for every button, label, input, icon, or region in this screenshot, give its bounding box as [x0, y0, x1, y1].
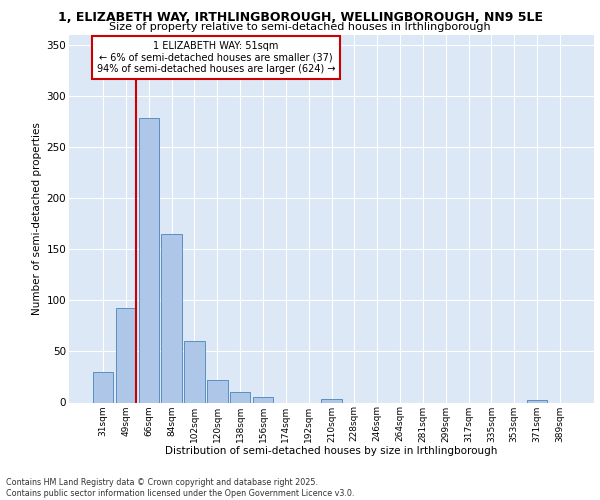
Bar [527, 400, 547, 402]
Bar [139, 118, 159, 403]
Text: 1 ELIZABETH WAY: 51sqm
← 6% of semi-detached houses are smaller (37)
94% of semi: 1 ELIZABETH WAY: 51sqm ← 6% of semi-deta… [97, 40, 335, 74]
X-axis label: Distribution of semi-detached houses by size in Irthlingborough: Distribution of semi-detached houses by … [166, 446, 497, 456]
Y-axis label: Number of semi-detached properties: Number of semi-detached properties [32, 122, 43, 315]
Bar [93, 372, 113, 402]
Bar [184, 341, 205, 402]
Text: 1, ELIZABETH WAY, IRTHLINGBOROUGH, WELLINGBOROUGH, NN9 5LE: 1, ELIZABETH WAY, IRTHLINGBOROUGH, WELLI… [58, 11, 542, 24]
Text: Size of property relative to semi-detached houses in Irthlingborough: Size of property relative to semi-detach… [109, 22, 491, 32]
Bar [207, 380, 227, 402]
Bar [161, 234, 182, 402]
Bar [253, 398, 273, 402]
Bar [230, 392, 250, 402]
Bar [321, 400, 342, 402]
Text: Contains HM Land Registry data © Crown copyright and database right 2025.
Contai: Contains HM Land Registry data © Crown c… [6, 478, 355, 498]
Bar [116, 308, 136, 402]
